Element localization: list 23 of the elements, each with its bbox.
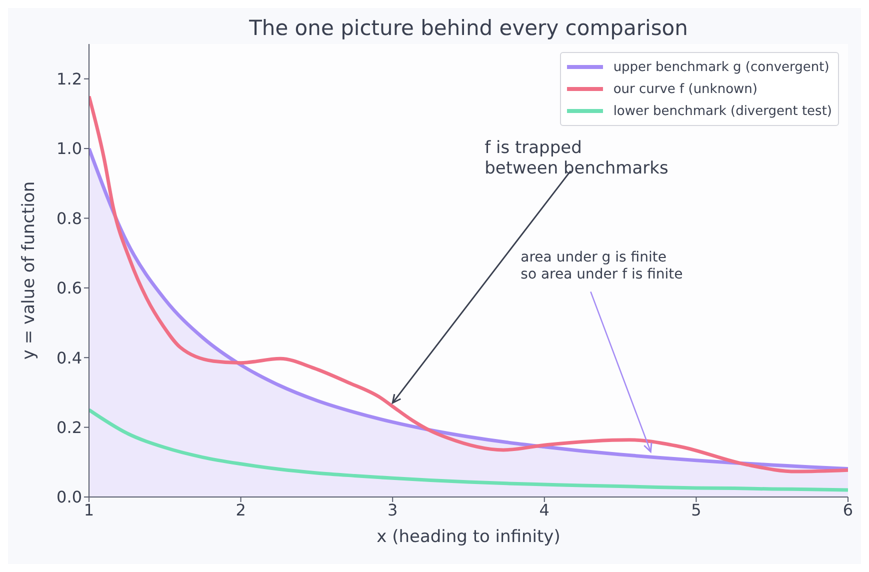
x-tick-label: 2 [236,500,246,520]
y-axis-title: y = value of function [19,181,40,360]
x-tick-label: 1 [84,500,94,520]
x-tick-label: 6 [842,500,854,520]
y-tick-label: 0.4 [56,348,82,368]
x-tick-label: 4 [539,500,550,520]
line-series [89,408,848,492]
x-tick-label: 5 [691,500,702,520]
annotation: area under g is finite so area under f is finite [520,250,683,282]
legend-label: upper benchmark g (convergent) [613,60,830,74]
annotation: f is trapped between benchmarks [484,138,668,178]
chart-title: The one picture behind every comparison [248,16,689,40]
x-axis-title: x (heading to infinity) [376,527,560,547]
line-series [89,94,848,474]
y-tick-label: 1.0 [56,139,82,158]
y-tick-label: 0.6 [56,278,82,298]
x-tick-label: 3 [388,500,398,520]
y-tick-label: 0.2 [56,418,82,437]
y-tick-label: 0.0 [56,488,82,507]
y-tick-label: 0.8 [56,208,82,228]
legend-label: lower benchmark (divergent test) [613,104,832,118]
y-tick-label: 1.2 [56,70,82,89]
legend-label: our curve f (unknown) [613,82,758,96]
